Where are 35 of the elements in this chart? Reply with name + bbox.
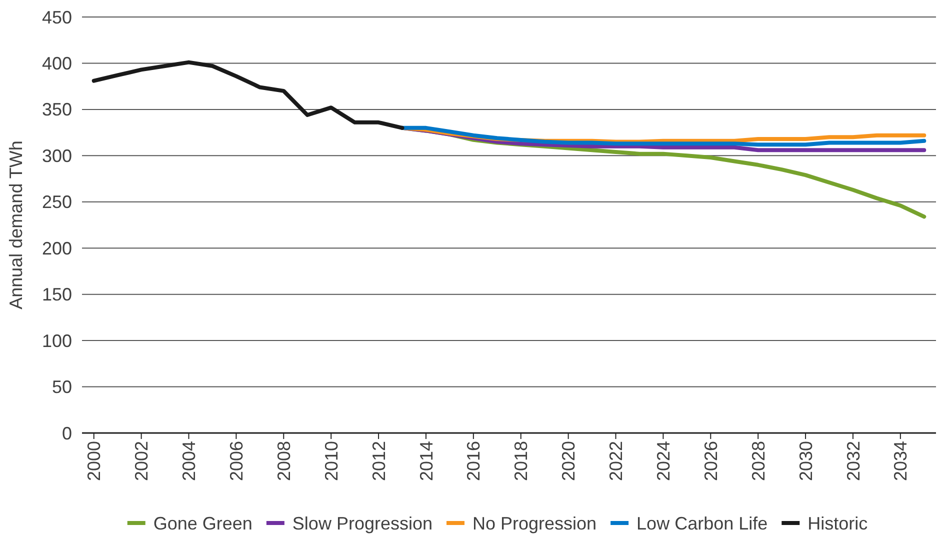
x-tick-label: 2024 (653, 441, 674, 482)
legend-label: Slow Progression (292, 513, 432, 534)
x-tick-label: 2032 (843, 441, 864, 482)
y-tick-label: 50 (52, 377, 72, 398)
y-axis-title: Annual demand TWh (6, 140, 26, 310)
x-tick-label: 2012 (368, 441, 389, 482)
line-series (92, 60, 404, 130)
x-tick-label: 2008 (274, 441, 294, 482)
x-tick-label: 2010 (321, 441, 342, 482)
x-tick-label: 2022 (606, 441, 626, 482)
x-tick-label: 2026 (700, 441, 721, 482)
y-tick-label: 250 (42, 192, 72, 212)
y-tick-label: 200 (42, 238, 72, 258)
x-tick-label: 2034 (890, 441, 911, 482)
x-tick-label: 2030 (796, 441, 816, 482)
x-tick-label: 2006 (226, 441, 246, 482)
y-tick-label: 0 (62, 423, 72, 444)
y-tick-label: 350 (42, 100, 72, 120)
x-tick-label: 2002 (132, 441, 152, 482)
x-tick-label: 2018 (511, 441, 532, 482)
x-tick-label: 2000 (84, 441, 104, 482)
y-tick-label: 300 (42, 146, 72, 166)
y-tick-label: 400 (42, 54, 72, 74)
x-tick-label: 2016 (464, 441, 484, 482)
x-tick-label: 2020 (558, 441, 579, 482)
x-tick-label: 2028 (748, 441, 768, 482)
legend-label: No Progression (472, 513, 597, 534)
x-tick-label: 2014 (416, 441, 436, 482)
legend-label: Low Carbon Life (636, 513, 768, 534)
y-tick-label: 150 (42, 284, 72, 305)
y-tick-label: 100 (42, 330, 72, 351)
legend-label: Gone Green (153, 513, 252, 534)
y-tick-label: 450 (42, 7, 72, 28)
legend-label: Historic (808, 513, 868, 534)
x-tick-label: 2004 (179, 441, 200, 482)
